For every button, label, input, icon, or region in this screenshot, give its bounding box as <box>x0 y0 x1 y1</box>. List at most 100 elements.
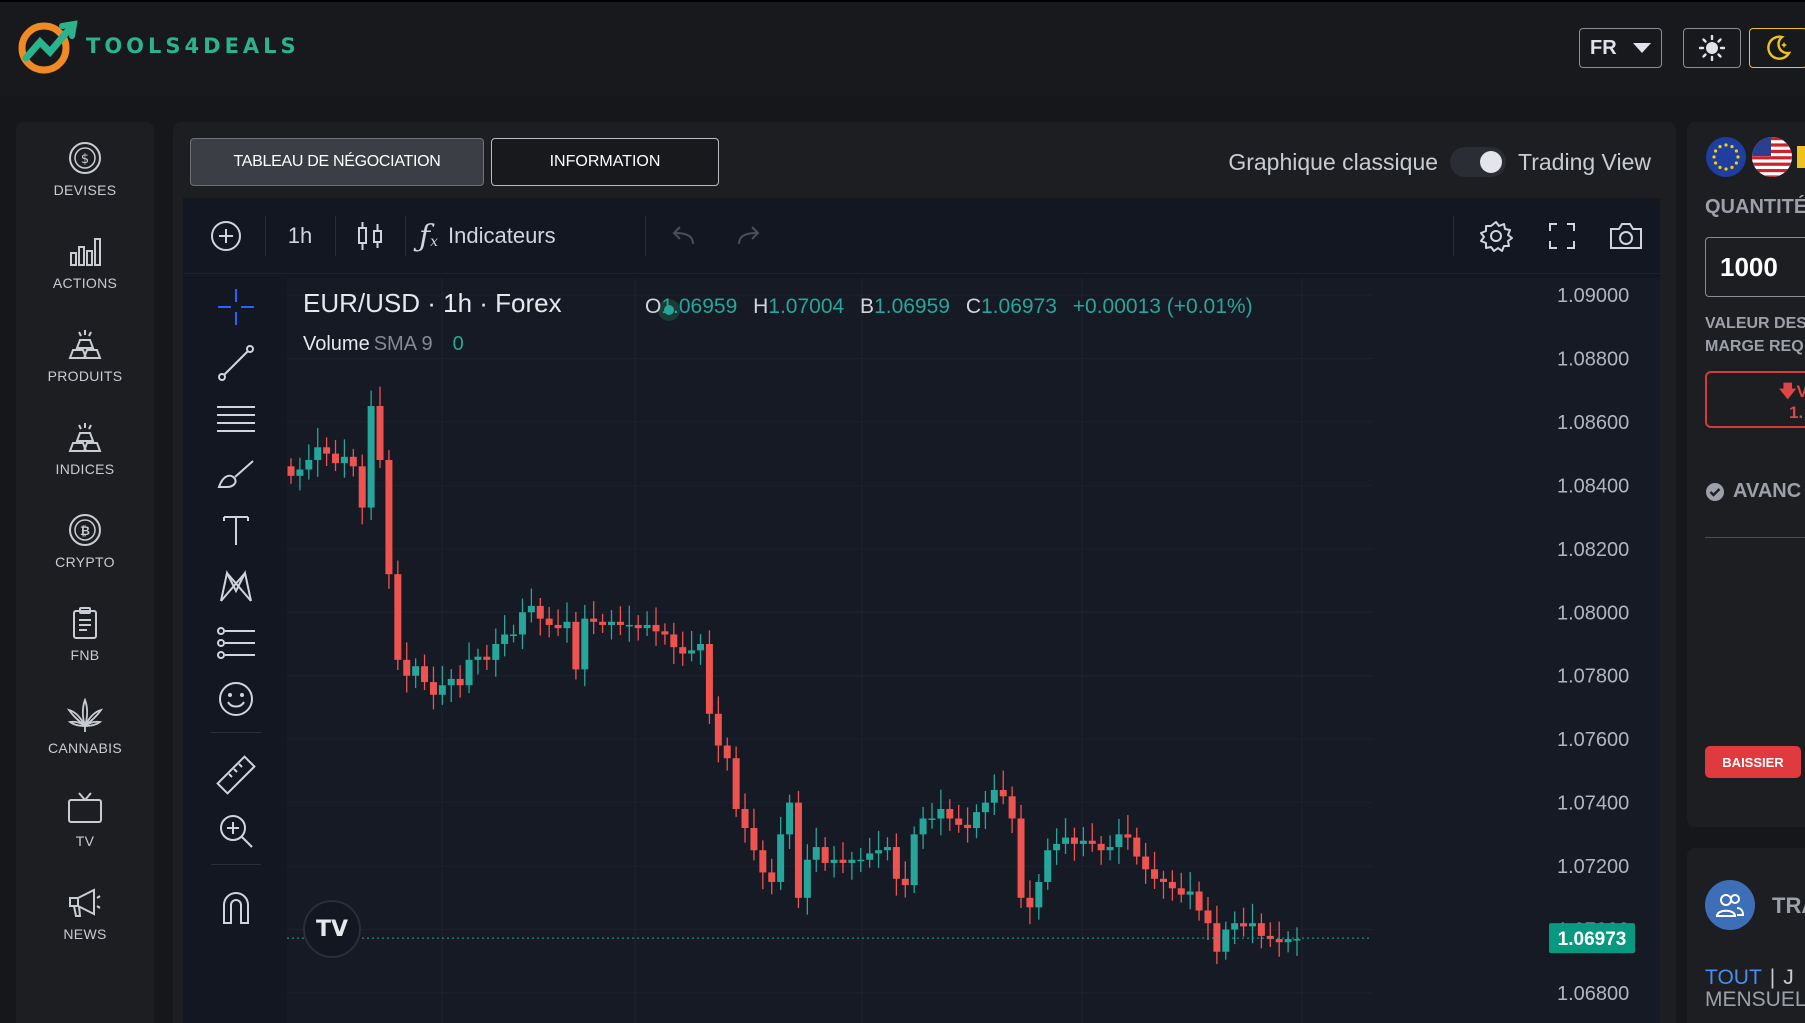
sidebar-item-label: CRYPTO <box>55 554 115 570</box>
check-circle-icon <box>1706 482 1724 501</box>
redo-button[interactable] <box>729 198 769 274</box>
tab-trading-board[interactable]: TABLEAU DE NÉGOCIATION <box>190 138 484 186</box>
screenshot-button[interactable] <box>1603 198 1649 274</box>
candle <box>1186 872 1194 910</box>
brand-logo[interactable]: TOOLS4DEALS <box>18 18 300 74</box>
candle <box>670 622 678 664</box>
light-theme-button[interactable] <box>1683 28 1741 68</box>
undo-button[interactable] <box>663 198 703 274</box>
sidebar-item-fnb[interactable]: FNB <box>16 601 154 681</box>
indicators-button[interactable]: ƒx Indicateurs <box>419 198 589 274</box>
tab-information[interactable]: INFORMATION <box>491 138 719 186</box>
candle <box>910 826 918 894</box>
bearish-badge[interactable]: BAISSIER <box>1705 746 1801 778</box>
symbol-title[interactable]: EUR/USD · 1h · Forex <box>303 288 562 318</box>
candle-body <box>750 828 758 851</box>
filter-next-link[interactable]: J <box>1783 966 1794 989</box>
clipboard-icon <box>63 601 107 645</box>
tradingview-logo[interactable]: TV <box>303 900 361 958</box>
candle-body <box>1168 881 1176 889</box>
open-label: O <box>645 295 662 318</box>
price-tick-label: 1.06800 <box>1557 983 1629 1005</box>
candle-body <box>1079 840 1087 844</box>
quantity-input[interactable]: 1000 <box>1705 237 1805 297</box>
brush-tool[interactable] <box>213 452 259 498</box>
sidebar-item-produits[interactable]: PRODUITS <box>16 322 154 402</box>
market-sidebar: $ DEVISES ACTIONS PRODUITS INDICES ₿ CRY… <box>16 122 154 1023</box>
sell-button[interactable]: 🡇V 1. <box>1705 371 1805 428</box>
toolbar-divider <box>405 216 406 256</box>
horizontal-lines-tool[interactable] <box>213 396 259 442</box>
top-bar: TOOLS4DEALS FR <box>0 0 1805 96</box>
add-symbol-button[interactable] <box>203 198 249 274</box>
classic-chart-label: Graphique classique <box>1228 148 1439 175</box>
language-select[interactable]: FR <box>1579 28 1662 68</box>
candle-body <box>1213 923 1221 952</box>
settings-button[interactable] <box>1473 198 1519 274</box>
text-tool[interactable] <box>213 508 259 554</box>
svg-text:$: $ <box>81 152 89 167</box>
advanced-options-toggle[interactable]: AVANC <box>1705 480 1801 503</box>
measure-tool[interactable] <box>213 752 259 798</box>
sidebar-item-devises[interactable]: $ DEVISES <box>16 136 154 216</box>
sidebar-item-cannabis[interactable]: CANNABIS <box>16 694 154 774</box>
candle-body <box>572 621 580 670</box>
gear-icon <box>1480 221 1513 252</box>
forecast-tool[interactable] <box>213 620 259 666</box>
close-value: 1.06973 <box>981 295 1057 318</box>
candle-body <box>919 818 927 835</box>
candle <box>296 457 304 491</box>
candle-body <box>527 605 535 613</box>
candle <box>465 642 473 694</box>
candlestick-chart[interactable]: 1.09000 1.08800 1.08600 1.08400 1.08200 1.080… <box>287 278 1660 1023</box>
fullscreen-button[interactable] <box>1539 198 1585 274</box>
candle <box>1293 927 1301 956</box>
chart-type-button[interactable] <box>345 198 395 274</box>
dollar-coin-icon: $ <box>63 136 107 180</box>
sidebar-item-indices[interactable]: INDICES <box>16 415 154 495</box>
candle-body <box>1088 840 1096 844</box>
emoji-tool[interactable] <box>213 676 259 722</box>
candle <box>340 439 348 478</box>
candle-body <box>679 647 687 654</box>
candle <box>1195 881 1203 921</box>
candle-body <box>759 850 767 873</box>
crosshair-tool[interactable] <box>213 284 259 330</box>
candle <box>590 601 598 635</box>
sidebar-item-label: CANNABIS <box>48 740 122 756</box>
magnet-tool[interactable] <box>213 884 259 930</box>
margin-label-line1: VALEUR DES <box>1705 315 1805 332</box>
candle <box>679 631 687 666</box>
price-chart[interactable]: 1.09000 1.08800 1.08600 1.08400 1.08200 1.080… <box>287 278 1660 1023</box>
candle-body <box>973 812 981 829</box>
candle <box>483 644 491 671</box>
pattern-tool[interactable] <box>213 564 259 610</box>
candle-body <box>296 469 304 476</box>
candle <box>1248 903 1256 944</box>
dark-theme-button[interactable] <box>1749 28 1805 68</box>
candle <box>714 696 722 763</box>
candle <box>1017 804 1025 908</box>
plus-circle-icon <box>211 221 241 251</box>
sidebar-item-news[interactable]: NEWS <box>16 880 154 960</box>
candle <box>332 439 340 472</box>
candle-body <box>323 447 331 454</box>
sidebar-item-crypto[interactable]: ₿ CRYPTO <box>16 508 154 588</box>
candle-body <box>1293 939 1301 941</box>
chart-mode-toggle[interactable] <box>1450 147 1507 177</box>
candle-body <box>821 847 829 863</box>
candle <box>999 770 1007 805</box>
filter-all-link[interactable]: TOUT <box>1705 966 1762 989</box>
close-label: C <box>965 295 981 318</box>
candle-body <box>349 456 357 467</box>
candle <box>866 837 874 868</box>
interval-button[interactable]: 1h <box>287 223 313 248</box>
candle <box>367 390 375 520</box>
trend-line-tool[interactable] <box>213 340 259 386</box>
candle-body <box>688 650 696 654</box>
sidebar-item-tv[interactable]: TV <box>16 787 154 867</box>
candle <box>447 669 455 703</box>
sidebar-item-actions[interactable]: ACTIONS <box>16 229 154 309</box>
zoom-tool[interactable] <box>213 808 259 854</box>
candle <box>786 794 794 849</box>
